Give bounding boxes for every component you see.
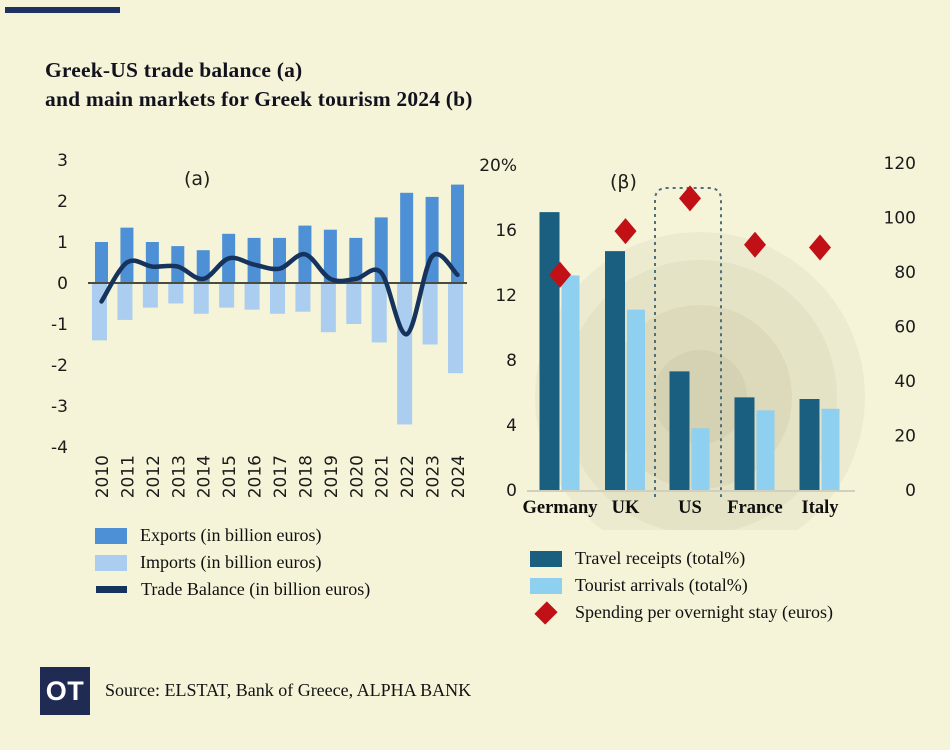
svg-text:2013: 2013	[169, 455, 189, 498]
y-axis-ticks: 3 2 1 0 -1 -2 -3 -4	[51, 151, 68, 458]
title-line-2: and main markets for Greek tourism 2024 …	[45, 87, 473, 111]
svg-text:2012: 2012	[144, 455, 164, 498]
svg-text:2018: 2018	[296, 455, 316, 498]
spending-diamonds	[549, 185, 831, 288]
legend-label: Tourist arrivals (total%)	[575, 575, 748, 595]
svg-text:2021: 2021	[373, 455, 393, 498]
ot-logo: OT	[40, 667, 90, 715]
imports-swatch	[95, 554, 127, 571]
svg-text:0: 0	[905, 481, 916, 501]
svg-text:-3: -3	[51, 397, 68, 417]
exports-swatch	[95, 527, 127, 544]
svg-text:France: France	[727, 498, 782, 518]
imports-bars	[92, 283, 464, 425]
svg-text:8: 8	[506, 351, 517, 371]
svg-text:2019: 2019	[322, 455, 342, 498]
svg-text:Italy: Italy	[802, 498, 840, 518]
panel-a-label: (a)	[184, 168, 211, 190]
svg-text:80: 80	[894, 263, 916, 283]
right-axis-ticks: 0 20 40 60 80 100 120	[884, 154, 916, 501]
page-title: Greek-US trade balance (a) and main mark…	[45, 56, 473, 114]
legend-item-trade-balance: Trade Balance (in billion euros)	[95, 579, 371, 599]
svg-text:2022: 2022	[398, 455, 418, 498]
panel-b-label: (β)	[610, 171, 637, 193]
svg-text:2020: 2020	[347, 455, 367, 498]
trade-balance-chart: 3 2 1 0 -1 -2 -3 -4 2010 2011 2012 2013 2014 2015 2016…	[51, 151, 469, 498]
arrivals-bars	[561, 275, 840, 490]
spending-diamond-icon	[534, 600, 558, 625]
svg-text:-2: -2	[51, 356, 68, 376]
legend-item-imports: Imports (in billion euros)	[95, 552, 370, 572]
trade-balance-line	[99, 251, 460, 337]
source-text: Source: ELSTAT, Bank of Greece, ALPHA BA…	[105, 680, 472, 700]
svg-text:2014: 2014	[195, 455, 215, 498]
trade-balance-line-swatch	[96, 586, 127, 593]
svg-text:20%: 20%	[479, 156, 517, 176]
x-axis-year-labels: 2010 2011 2012 2013 2014 2015 2016 2017 2018 2019…	[93, 455, 469, 498]
svg-text:100: 100	[884, 209, 916, 229]
legend-label: Exports (in billion euros)	[140, 525, 322, 545]
svg-text:4: 4	[506, 416, 517, 436]
svg-text:60: 60	[894, 318, 916, 338]
svg-text:0: 0	[57, 274, 68, 294]
svg-text:2017: 2017	[271, 455, 291, 498]
svg-text:UK: UK	[612, 498, 640, 518]
svg-text:-1: -1	[51, 315, 68, 335]
legend-label: Trade Balance (in billion euros)	[141, 579, 371, 599]
svg-text:120: 120	[884, 154, 916, 174]
tourism-chart-legend: Travel receipts (total%) Tourist arrival…	[530, 548, 833, 630]
left-axis-ticks: 0 4 8 12 16 20%	[479, 156, 517, 501]
svg-text:40: 40	[894, 372, 916, 392]
svg-text:2015: 2015	[220, 455, 240, 498]
svg-text:1: 1	[57, 233, 68, 253]
svg-text:12: 12	[495, 286, 517, 306]
svg-text:3: 3	[57, 151, 68, 171]
legend-item-spending: Spending per overnight stay (euros)	[530, 600, 833, 625]
legend-label: Imports (in billion euros)	[140, 552, 322, 572]
legend-item-travel-receipts: Travel receipts (total%)	[530, 548, 833, 568]
svg-text:2024: 2024	[449, 455, 469, 498]
title-line-1: Greek-US trade balance (a)	[45, 58, 303, 82]
arrivals-swatch	[530, 577, 562, 594]
legend-item-exports: Exports (in billion euros)	[95, 525, 370, 545]
trade-chart-legend: Exports (in billion euros) Imports (in b…	[95, 525, 371, 607]
svg-text:2010: 2010	[93, 455, 113, 498]
top-accent-bar	[5, 7, 120, 13]
svg-text:20: 20	[894, 427, 916, 447]
svg-text:2: 2	[57, 192, 68, 212]
svg-text:0: 0	[506, 481, 517, 501]
legend-label: Travel receipts (total%)	[575, 548, 746, 568]
svg-text:Germany: Germany	[522, 498, 598, 518]
svg-text:2016: 2016	[246, 455, 266, 498]
svg-text:-4: -4	[51, 438, 68, 458]
svg-text:US: US	[678, 498, 702, 518]
tourism-markets-chart: 0 4 8 12 16 20% 0 20 40 60 80 100 120 Germany UK US Fran…	[479, 154, 916, 530]
svg-text:2023: 2023	[424, 455, 444, 498]
legend-label: Spending per overnight stay (euros)	[575, 602, 833, 622]
receipts-bars	[539, 212, 820, 490]
category-labels: Germany UK US France Italy	[522, 498, 839, 518]
legend-item-tourist-arrivals: Tourist arrivals (total%)	[530, 575, 833, 595]
svg-text:2011: 2011	[118, 455, 138, 498]
receipts-swatch	[530, 550, 562, 567]
svg-text:16: 16	[495, 221, 517, 241]
